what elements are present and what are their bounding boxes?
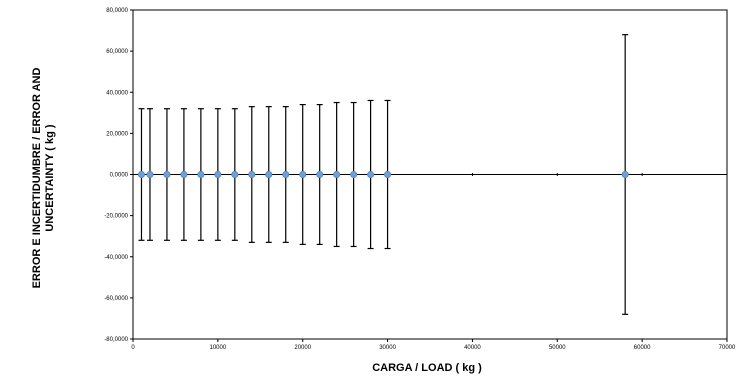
x-axis-ticks: 0 10000 20000 30000 40000 50000 60000 70000 [131,173,736,351]
x-tick-label: 50000 [549,345,566,351]
error-bar-group [350,101,358,248]
error-bar-group [333,101,341,248]
data-point [384,171,392,179]
y-axis-title-line-2: UNCERTAINTY ( kg ) [44,124,56,231]
data-point [621,171,629,179]
x-tick-label: 0 [131,345,135,351]
error-bar-group [248,106,256,243]
error-bar-group [197,108,205,241]
data-point [146,171,154,179]
x-tick-label: 10000 [210,345,227,351]
error-bar-group [137,108,145,241]
data-point [367,171,375,179]
y-tick-label: 60,0000 [106,49,128,55]
data-point [231,171,239,179]
y-tick-label: 20,0000 [106,131,128,137]
x-tick-label: 40000 [464,345,481,351]
data-point [180,171,188,179]
data-point [214,171,222,179]
data-point [248,171,256,179]
data-point [163,171,171,179]
data-marks [137,34,629,315]
plot-area [132,9,728,340]
y-tick-label: -60,0000 [104,296,128,302]
error-bar-group [214,108,222,241]
x-tick-label: 60000 [634,345,651,351]
data-point [316,171,324,179]
y-tick-label: 40,0000 [106,90,128,96]
data-point [137,171,145,179]
y-tick-label: -80,0000 [104,337,128,343]
x-axis-title: CARGA / LOAD ( kg ) [372,362,482,374]
error-bar-group [282,106,290,243]
error-bar-group [299,103,307,246]
x-tick-label: 70000 [719,345,736,351]
x-tick-label: 30000 [379,345,396,351]
y-tick-label: 0,0000 [110,173,129,179]
y-axis-ticks: 80,0000 60,0000 40,0000 20,0000 0,0000 -20,00… [104,8,133,343]
y-tick-label: -40,0000 [104,255,128,261]
y-tick-label: -20,0000 [104,214,128,220]
data-point [350,171,358,179]
data-point [282,171,290,179]
data-point [333,171,341,179]
error-bar-group [146,108,154,241]
y-tick-label: 80,0000 [106,8,128,14]
error-bar-group [316,103,324,246]
error-bar-group [231,108,239,241]
error-bar-group [180,108,188,241]
data-point [265,171,273,179]
error-bar-group [265,106,273,243]
error-bar-group [367,99,375,250]
error-bar-group [384,99,392,250]
x-tick-label: 20000 [294,345,311,351]
error-bar-group [163,108,171,241]
error-bar-group [621,34,629,315]
y-axis-title-line-1: ERROR E INCERTIDUMBRE / ERROR AND [31,68,43,289]
data-point [299,171,307,179]
data-point [197,171,205,179]
